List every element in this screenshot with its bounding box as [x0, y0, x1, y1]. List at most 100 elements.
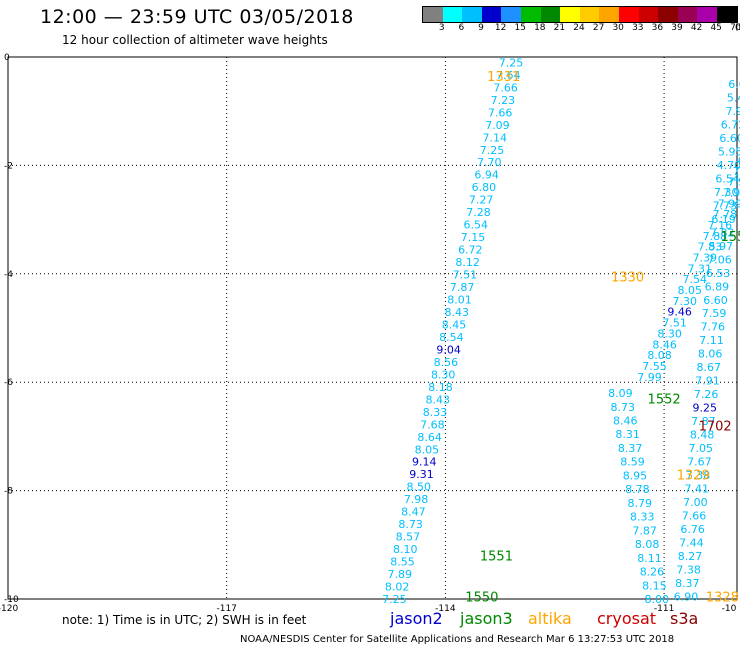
- data-point-label: 8.26: [640, 566, 665, 579]
- data-point-label: 9.14: [412, 456, 437, 469]
- data-point-label: 8.45: [442, 318, 467, 331]
- data-point-label: 7.89: [388, 568, 413, 581]
- track-label: 1551: [480, 550, 513, 565]
- color-swatch: [658, 7, 678, 22]
- data-point-label: 7.38: [676, 563, 701, 576]
- data-point-label: 8.11: [637, 552, 662, 565]
- color-swatch: [423, 7, 443, 22]
- data-point-label: 8.08: [635, 538, 660, 551]
- color-scale-tick-label: 45: [710, 23, 722, 33]
- footer-note: note: 1) Time is in UTC; 2) SWH is in fe…: [62, 613, 307, 627]
- x-tick-label: -114: [435, 604, 456, 614]
- data-point-label: 8.64: [417, 431, 442, 444]
- y-tick-label: -6: [4, 378, 13, 388]
- y-tick-label: -8: [4, 487, 13, 497]
- data-point-label: 7.27: [469, 194, 494, 207]
- data-point-label: 7.99: [637, 371, 662, 384]
- data-point-label: 7.9: [726, 105, 740, 118]
- data-point-label: 8.30: [431, 368, 456, 381]
- color-scale-tick-label: 6: [458, 23, 465, 33]
- data-point-label: 8.78: [625, 483, 650, 496]
- data-point-label: 7.14: [482, 131, 507, 144]
- data-point-label: 8.73: [398, 518, 423, 531]
- data-point-label: 8.57: [396, 531, 421, 544]
- data-point-label: 7.06: [707, 253, 732, 266]
- data-point-label: 7.05: [688, 442, 713, 455]
- data-point-label: 9.46: [667, 306, 692, 319]
- data-point-label: 6.72: [458, 244, 483, 257]
- color-scale-units: (ft): [734, 23, 740, 33]
- data-point-label: 8.43: [426, 393, 451, 406]
- data-point-label: 6.89: [705, 280, 730, 293]
- color-scale-tick-label: 18: [534, 23, 546, 33]
- color-scale-tick-label: 39: [671, 23, 683, 33]
- data-point-label: 7.25: [480, 144, 505, 157]
- x-tick-label: -120: [0, 604, 18, 614]
- data-point-label: 7.66: [493, 81, 518, 94]
- color-scale-tick-label: 70: [730, 23, 740, 33]
- data-point-label: 8.48: [690, 429, 715, 442]
- color-swatch: [520, 7, 541, 22]
- color-swatch: [481, 7, 502, 22]
- data-point-label: 7.25: [499, 56, 524, 69]
- data-point-label: 7.87: [632, 524, 657, 537]
- data-point-label: 8.05: [415, 443, 440, 456]
- data-point-label: 7.28: [466, 206, 491, 219]
- color-scale-tick-label: 9: [478, 23, 484, 33]
- color-scale-tick-label: 36: [651, 23, 664, 33]
- data-point-label: 8.08: [647, 349, 672, 362]
- data-point-label: 6.60: [719, 132, 740, 145]
- data-point-label: 9.25: [693, 402, 718, 415]
- color-swatch: [599, 7, 619, 22]
- data-point-label: 6.45: [738, 154, 740, 167]
- color-scale-tick-label: 24: [573, 23, 585, 33]
- track-label: 1329: [677, 468, 710, 483]
- data-point-label: 4.70: [717, 159, 740, 172]
- data-point-label: 8.50: [407, 481, 432, 494]
- data-point-label: 8.46: [652, 338, 677, 351]
- data-point-label: 8.12: [455, 256, 480, 269]
- data-point-label: 6.19: [711, 213, 736, 226]
- data-point-label: 7.78: [713, 208, 738, 221]
- color-scale-tick-label: 15: [514, 23, 526, 33]
- data-point-label: 8.09: [608, 387, 633, 400]
- color-swatch: [618, 7, 639, 22]
- data-point-label: 8.43: [445, 306, 470, 319]
- data-point-label: 5.95: [718, 145, 740, 158]
- color-swatch: [579, 7, 600, 22]
- data-point-label: 8.59: [620, 456, 645, 469]
- track-label: 1550: [465, 590, 498, 605]
- color-swatch: [462, 7, 482, 22]
- data-point-label: 5.97: [709, 240, 734, 253]
- data-point-label: 7.55: [642, 360, 667, 373]
- data-point-label: 6.72: [721, 119, 740, 132]
- data-point-label: 7.68: [420, 418, 445, 431]
- legend-entry-s3a: s3a: [670, 609, 699, 628]
- data-point-label: 6.94: [474, 169, 499, 182]
- color-swatch: [442, 7, 463, 22]
- data-point-label: 6.53: [706, 267, 731, 280]
- chart-subtitle: 12 hour collection of altimeter wave hei…: [62, 33, 328, 47]
- track-label: 1328: [706, 590, 739, 605]
- track-label: 1702: [699, 420, 732, 435]
- data-point-label: 8.47: [401, 506, 426, 519]
- data-point-label: 7.70: [733, 165, 740, 178]
- data-point-label: 8.37: [675, 577, 700, 590]
- data-point-label: 8.15: [642, 579, 667, 592]
- x-tick-label: -111: [654, 604, 674, 614]
- data-point-label: 8.30: [657, 327, 682, 340]
- legend-entry-jason3: jason3: [460, 609, 513, 628]
- data-point-label: 7.30: [714, 186, 739, 199]
- data-point-label: 8.79: [628, 497, 653, 510]
- data-point-label: 8.33: [630, 511, 655, 524]
- color-scale-tick-label: 12: [494, 23, 507, 33]
- data-point-label: 7.98: [404, 493, 429, 506]
- color-scale-tick-label: 27: [592, 23, 605, 33]
- y-tick-label: -4: [4, 270, 13, 280]
- data-point-label: 8.01: [447, 294, 472, 307]
- x-tick-label: -117: [216, 604, 236, 614]
- data-point-label: 7.93: [728, 176, 740, 189]
- data-point-label: 7.39: [693, 252, 718, 265]
- data-point-label: 7.15: [461, 231, 486, 244]
